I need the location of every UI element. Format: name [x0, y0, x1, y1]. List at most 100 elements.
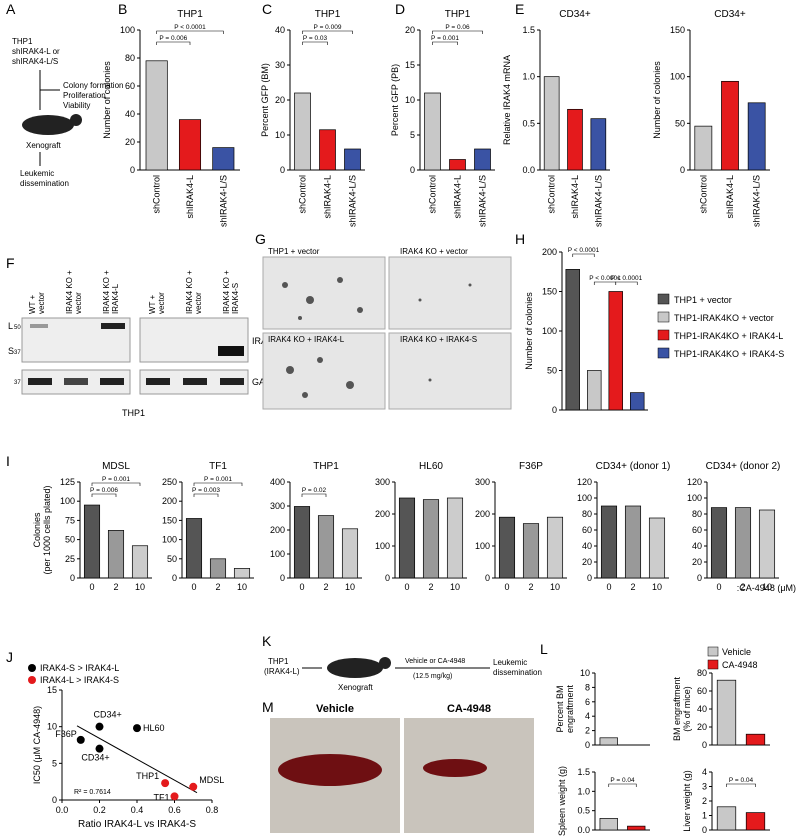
y-tick-label: 0 [697, 573, 702, 583]
point-label: HL60 [143, 723, 165, 733]
bar [599, 818, 618, 831]
photos-m: Vehicle CA-4948 [270, 703, 534, 833]
y-tick-label: 0.5 [522, 118, 535, 128]
label: Viability [63, 101, 90, 110]
bar [522, 523, 540, 579]
x-tick-label: shIRAK4-L/S [348, 175, 358, 227]
y-tick-label: 0 [280, 573, 285, 583]
chart-title: THP1 [313, 461, 339, 472]
chart-title: HL60 [419, 461, 443, 472]
bar [624, 505, 642, 579]
y-tick-label: 100 [375, 541, 390, 551]
bar [185, 518, 203, 579]
x-tick-label: 0.0 [56, 805, 69, 815]
bar [178, 119, 202, 171]
band [220, 378, 244, 385]
x-tick-label: shIRAK4-L [323, 175, 333, 219]
chart-title: THP1 [177, 9, 203, 20]
point [170, 792, 179, 801]
x-tick-label: shIRAK4-L/S [593, 175, 603, 227]
bar [145, 60, 168, 171]
x-tick-label: 0.2 [93, 805, 106, 815]
y-tick-label: 150 [670, 25, 685, 35]
y-tick-label: 120 [687, 477, 702, 487]
x-tick-label: 2 [215, 582, 220, 592]
x-tick-label: 0.6 [168, 805, 181, 815]
bar [107, 530, 125, 579]
x-tick-label: shControl [698, 175, 708, 214]
bar [543, 76, 560, 171]
bar [449, 159, 466, 171]
x-tick-label: 2 [428, 582, 433, 592]
label: THP1 [122, 408, 145, 418]
y-tick-label: 300 [375, 477, 390, 487]
chart-title: TF1 [209, 461, 227, 472]
x-tick-label: shIRAK4-L [453, 175, 463, 219]
bracket [156, 30, 224, 34]
p-value: P = 0.003 [192, 487, 220, 494]
panel-letter: E [515, 1, 524, 17]
x-tick-label: shControl [298, 175, 308, 214]
x-tick-label: 0 [191, 582, 196, 592]
y-tick-label: 0 [702, 740, 707, 750]
bracket [193, 493, 219, 497]
panel-letter: C [262, 1, 272, 17]
y-tick-label: 80 [697, 668, 707, 678]
y-tick-label: 40 [125, 109, 135, 119]
point-label: F36P [55, 729, 77, 739]
y-axis-label: Colonies [32, 512, 42, 548]
point [161, 779, 170, 788]
bar [233, 568, 251, 579]
y-tick-label: 6 [585, 697, 590, 707]
y-tick-label: 80 [582, 509, 592, 519]
lane-label: vector [37, 292, 46, 314]
x-tick-label: 0.8 [206, 805, 219, 815]
legend-swatch [707, 659, 719, 670]
label: CA-4948 [447, 703, 491, 715]
y-tick-label: 20 [692, 557, 702, 567]
y-tick-label: 15 [47, 685, 57, 695]
p-value: P = 0.02 [302, 487, 327, 494]
y-tick-label: 50 [547, 366, 557, 376]
x-tick-label: shIRAK4-L/S [218, 175, 228, 227]
lane-label: IRAK4 KO + [65, 270, 74, 314]
y-tick-label: 75 [65, 515, 75, 525]
y-tick-label: 15 [405, 60, 415, 70]
bar [293, 506, 311, 579]
band [146, 378, 170, 385]
chart-title: THP1 [445, 9, 471, 20]
legend-label: THP1-IRAK4KO + vector [674, 313, 774, 323]
bar [212, 147, 235, 171]
y-tick-label: 100 [577, 493, 592, 503]
y-tick-label: 100 [475, 541, 490, 551]
x-tick-label: 2 [630, 582, 635, 592]
y-tick-label: 0 [702, 825, 707, 835]
label: 50 [14, 325, 21, 331]
point-label: THP1 [136, 771, 159, 781]
bar [694, 125, 713, 171]
y-tick-label: 80 [125, 53, 135, 63]
y-axis-label: Percent GFP (PB) [390, 64, 400, 136]
y-tick-label: 150 [542, 287, 557, 297]
bracket [302, 30, 353, 34]
bracket [302, 41, 328, 45]
band [183, 378, 207, 385]
bar [341, 528, 359, 579]
spleen [278, 754, 382, 786]
legend-swatch [657, 311, 670, 323]
mouse [70, 114, 82, 126]
y-axis-label: engraftment [565, 684, 575, 733]
mouse [22, 115, 74, 135]
x-tick-label: 2 [528, 582, 533, 592]
y-axis-label: Relative IRAK4 mRNA [502, 55, 512, 145]
y-tick-label: 30 [275, 60, 285, 70]
bar [600, 505, 618, 579]
panel-letters: A B C D E F G H I J K L M [6, 1, 548, 715]
lane-label: vector [157, 292, 166, 314]
spleen [423, 759, 487, 777]
y-tick-label: 200 [375, 509, 390, 519]
y-tick-label: 10 [405, 95, 415, 105]
y-tick-label: 0 [410, 165, 415, 175]
panel-letter: K [262, 633, 272, 649]
x-tick-label: 0 [504, 582, 509, 592]
